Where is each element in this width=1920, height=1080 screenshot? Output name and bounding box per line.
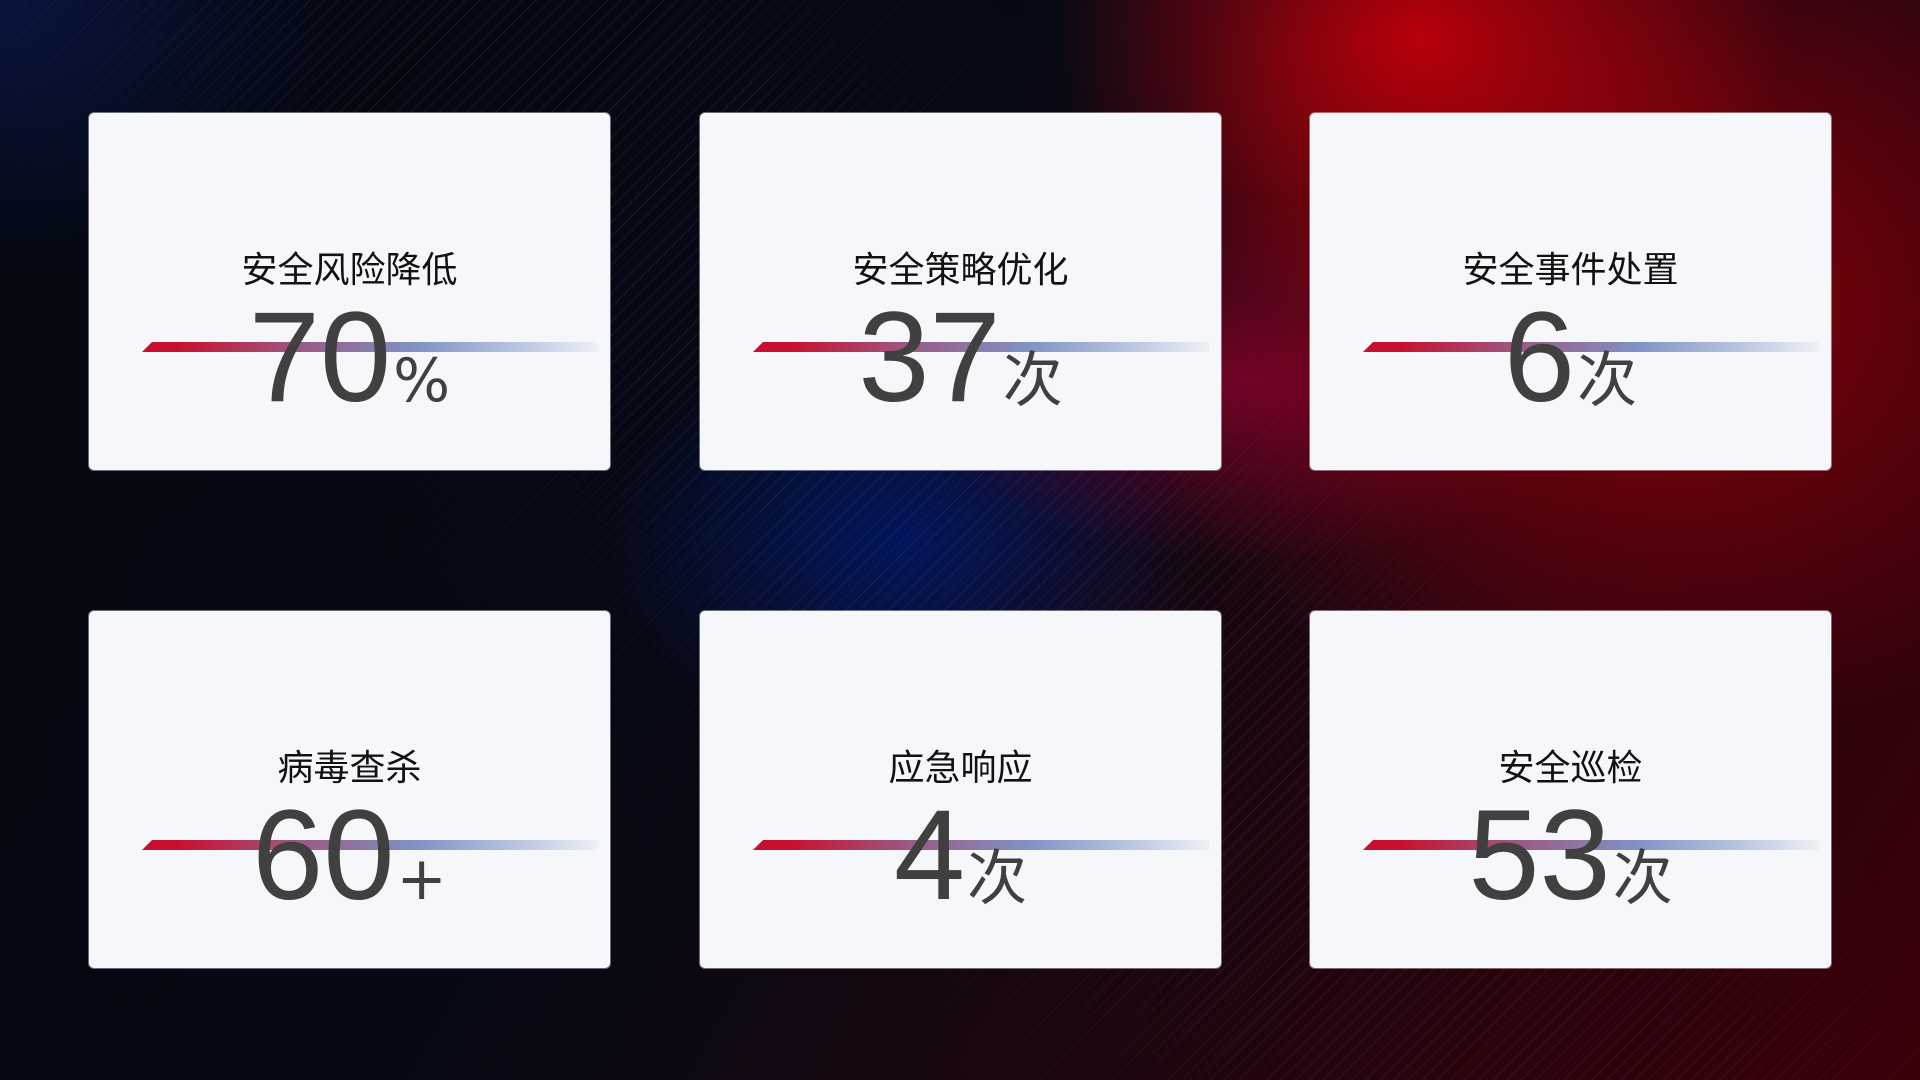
value-unit: 次 [1002,346,1063,416]
card-divider [753,840,1209,850]
card-title: 病毒查杀 [277,748,422,789]
value-number: 60 [252,784,395,927]
value-number: 6 [1503,286,1576,429]
value-number: 37 [858,286,1001,429]
card-divider [1363,840,1819,850]
stat-card-risk-reduction: 安全风险降低 70% [89,113,610,470]
card-value: 60+ [89,776,610,936]
card-title: 安全风险降低 [241,250,458,291]
card-value: 37次 [700,278,1221,438]
card-title: 安全巡检 [1498,748,1643,789]
card-divider [1363,342,1819,352]
value-unit: 次 [967,844,1028,914]
card-title: 安全事件处置 [1462,250,1679,291]
value-number: 4 [893,784,966,927]
card-divider [142,840,598,850]
card-value: 6次 [1310,278,1831,438]
card-title: 应急响应 [888,748,1033,789]
stat-card-virus-removal: 病毒查杀 60+ [89,611,610,968]
stat-card-security-inspection: 安全巡检 53次 [1310,611,1831,968]
card-value: 4次 [700,776,1221,936]
value-unit: 次 [1577,346,1638,416]
card-divider [142,342,598,352]
value-number: 70 [248,286,392,429]
card-value: 70% [89,278,610,438]
value-unit: % [393,346,451,416]
stat-card-emergency-response: 应急响应 4次 [700,611,1221,968]
stat-card-incident-handling: 安全事件处置 6次 [1310,113,1831,470]
value-unit: 次 [1612,844,1673,914]
value-number: 53 [1468,784,1611,927]
card-divider [753,342,1209,352]
stat-card-policy-optimization: 安全策略优化 37次 [700,113,1221,470]
card-title: 安全策略优化 [852,250,1069,291]
card-value: 53次 [1310,776,1831,936]
value-unit: + [396,844,447,914]
